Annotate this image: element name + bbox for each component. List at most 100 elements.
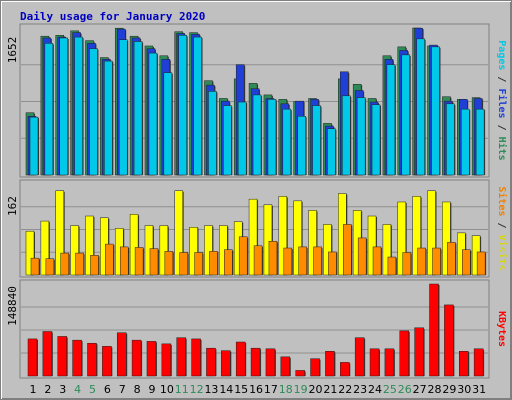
day-label-8: 8 bbox=[134, 383, 141, 396]
bar-pages-day-29 bbox=[446, 103, 455, 176]
bar-pages-day-10 bbox=[163, 72, 173, 176]
bar-visits-day-1 bbox=[25, 230, 35, 276]
bar-pages-day-31 bbox=[475, 108, 485, 176]
bar-sites-day-12 bbox=[194, 252, 203, 276]
bar-pages-day-15 bbox=[237, 101, 247, 176]
bar-sites-day-24 bbox=[372, 246, 382, 276]
bar-sites-day-27 bbox=[417, 247, 426, 276]
bar-visits-day-12 bbox=[189, 227, 198, 276]
day-label-22: 22 bbox=[338, 383, 352, 396]
day-label-29: 29 bbox=[442, 383, 456, 396]
bar-kbytes-day-20 bbox=[310, 358, 320, 377]
bar-pages-day-27 bbox=[416, 38, 425, 176]
bar-sites-day-10 bbox=[164, 251, 174, 276]
bar-sites-day-7 bbox=[119, 246, 129, 276]
bar-kbytes-day-6 bbox=[102, 346, 112, 377]
bar-visits-day-21 bbox=[323, 224, 332, 276]
panel-bottom-axis-title: KBytes bbox=[496, 311, 507, 347]
bar-visits-day-20 bbox=[308, 210, 317, 276]
bar-pages-day-7 bbox=[118, 39, 128, 176]
bar-visits-day-27 bbox=[412, 196, 421, 276]
bar-visits-day-19 bbox=[293, 200, 302, 276]
chart-title: Daily usage for January 2020 bbox=[20, 10, 205, 23]
bar-kbytes-day-27 bbox=[414, 327, 424, 377]
bar-sites-day-2 bbox=[45, 258, 55, 276]
day-label-5: 5 bbox=[89, 383, 96, 396]
bar-sites-day-17 bbox=[268, 241, 278, 276]
day-label-23: 23 bbox=[353, 383, 367, 396]
day-label-14: 14 bbox=[219, 383, 233, 396]
bar-kbytes-day-14 bbox=[221, 350, 231, 377]
bar-pages-day-23 bbox=[356, 97, 366, 176]
bar-kbytes-day-10 bbox=[161, 343, 172, 377]
panel-top-axis-title: Pages / Files / Hits bbox=[496, 40, 508, 160]
panel-middle: 162 Sites / Visits bbox=[6, 179, 508, 278]
day-label-31: 31 bbox=[472, 383, 486, 396]
bar-kbytes-day-11 bbox=[176, 337, 186, 377]
bar-pages-day-28 bbox=[431, 46, 440, 176]
bar-visits-day-16 bbox=[248, 198, 258, 276]
bar-kbytes-day-9 bbox=[146, 341, 157, 377]
bar-sites-day-1 bbox=[30, 257, 40, 276]
day-label-17: 17 bbox=[264, 383, 278, 396]
day-label-21: 21 bbox=[323, 383, 337, 396]
panel-bottom: 148840 KBytes bbox=[6, 279, 507, 379]
day-label-25: 25 bbox=[383, 383, 397, 396]
bar-visits-day-3 bbox=[55, 190, 64, 276]
day-label-20: 20 bbox=[309, 383, 323, 396]
bar-sites-day-18 bbox=[283, 247, 293, 276]
panel-top: 1652 Pages / Files / Hits bbox=[6, 23, 508, 178]
bar-sites-day-16 bbox=[253, 245, 263, 276]
axis-title-part: Sites bbox=[496, 186, 508, 216]
bar-pages-day-24 bbox=[371, 104, 381, 176]
bar-pages-day-12 bbox=[193, 36, 202, 176]
bar-pages-day-17 bbox=[267, 99, 277, 176]
day-label-11: 11 bbox=[175, 383, 189, 396]
bar-visits-day-26 bbox=[397, 201, 407, 276]
bar-sites-day-29 bbox=[447, 242, 456, 276]
bar-visits-day-5 bbox=[85, 215, 94, 276]
day-label-7: 7 bbox=[119, 383, 126, 396]
day-label-6: 6 bbox=[104, 383, 111, 396]
bar-visits-day-18 bbox=[278, 196, 288, 276]
bar-sites-day-6 bbox=[105, 243, 114, 276]
bar-kbytes-day-8 bbox=[131, 339, 142, 377]
bar-visits-day-11 bbox=[174, 190, 183, 276]
panel-bottom-max-label: 148840 bbox=[6, 286, 19, 326]
bar-visits-day-25 bbox=[382, 224, 392, 276]
bar-pages-day-21 bbox=[327, 128, 336, 176]
bar-pages-day-9 bbox=[148, 52, 158, 176]
bar-visits-day-10 bbox=[159, 225, 169, 276]
bar-sites-day-8 bbox=[134, 247, 144, 276]
bar-visits-day-28 bbox=[427, 190, 436, 276]
bar-kbytes-day-4 bbox=[72, 339, 82, 377]
bar-visits-day-24 bbox=[367, 215, 377, 276]
bar-kbytes-day-31 bbox=[473, 348, 484, 377]
panel-middle-max-label: 162 bbox=[6, 196, 19, 216]
bar-pages-day-6 bbox=[104, 60, 113, 176]
bar-kbytes-day-12 bbox=[191, 338, 201, 377]
bar-kbytes-day-3 bbox=[57, 336, 67, 377]
bar-kbytes-day-17 bbox=[265, 348, 276, 377]
bar-visits-day-8 bbox=[129, 214, 139, 276]
bar-sites-day-19 bbox=[298, 246, 307, 276]
bar-visits-day-17 bbox=[263, 204, 273, 276]
bar-sites-day-21 bbox=[328, 251, 337, 276]
bar-kbytes-day-13 bbox=[206, 347, 216, 377]
day-label-1: 1 bbox=[30, 383, 37, 396]
bar-kbytes-day-24 bbox=[369, 348, 380, 377]
panel-middle-axis-title: Sites / Visits bbox=[496, 186, 508, 270]
day-label-30: 30 bbox=[457, 383, 471, 396]
axis-title-part: KBytes bbox=[496, 311, 507, 347]
bar-kbytes-day-22 bbox=[340, 362, 350, 377]
bar-sites-day-3 bbox=[60, 252, 69, 276]
bar-sites-day-25 bbox=[387, 256, 397, 276]
bar-kbytes-day-28 bbox=[429, 283, 439, 377]
bar-sites-day-22 bbox=[343, 224, 352, 276]
bar-pages-day-30 bbox=[461, 108, 470, 176]
bar-kbytes-day-1 bbox=[27, 338, 38, 377]
bar-pages-day-1 bbox=[29, 116, 39, 176]
bar-visits-day-13 bbox=[204, 225, 213, 276]
day-label-24: 24 bbox=[368, 383, 382, 396]
bar-sites-day-13 bbox=[209, 251, 218, 276]
